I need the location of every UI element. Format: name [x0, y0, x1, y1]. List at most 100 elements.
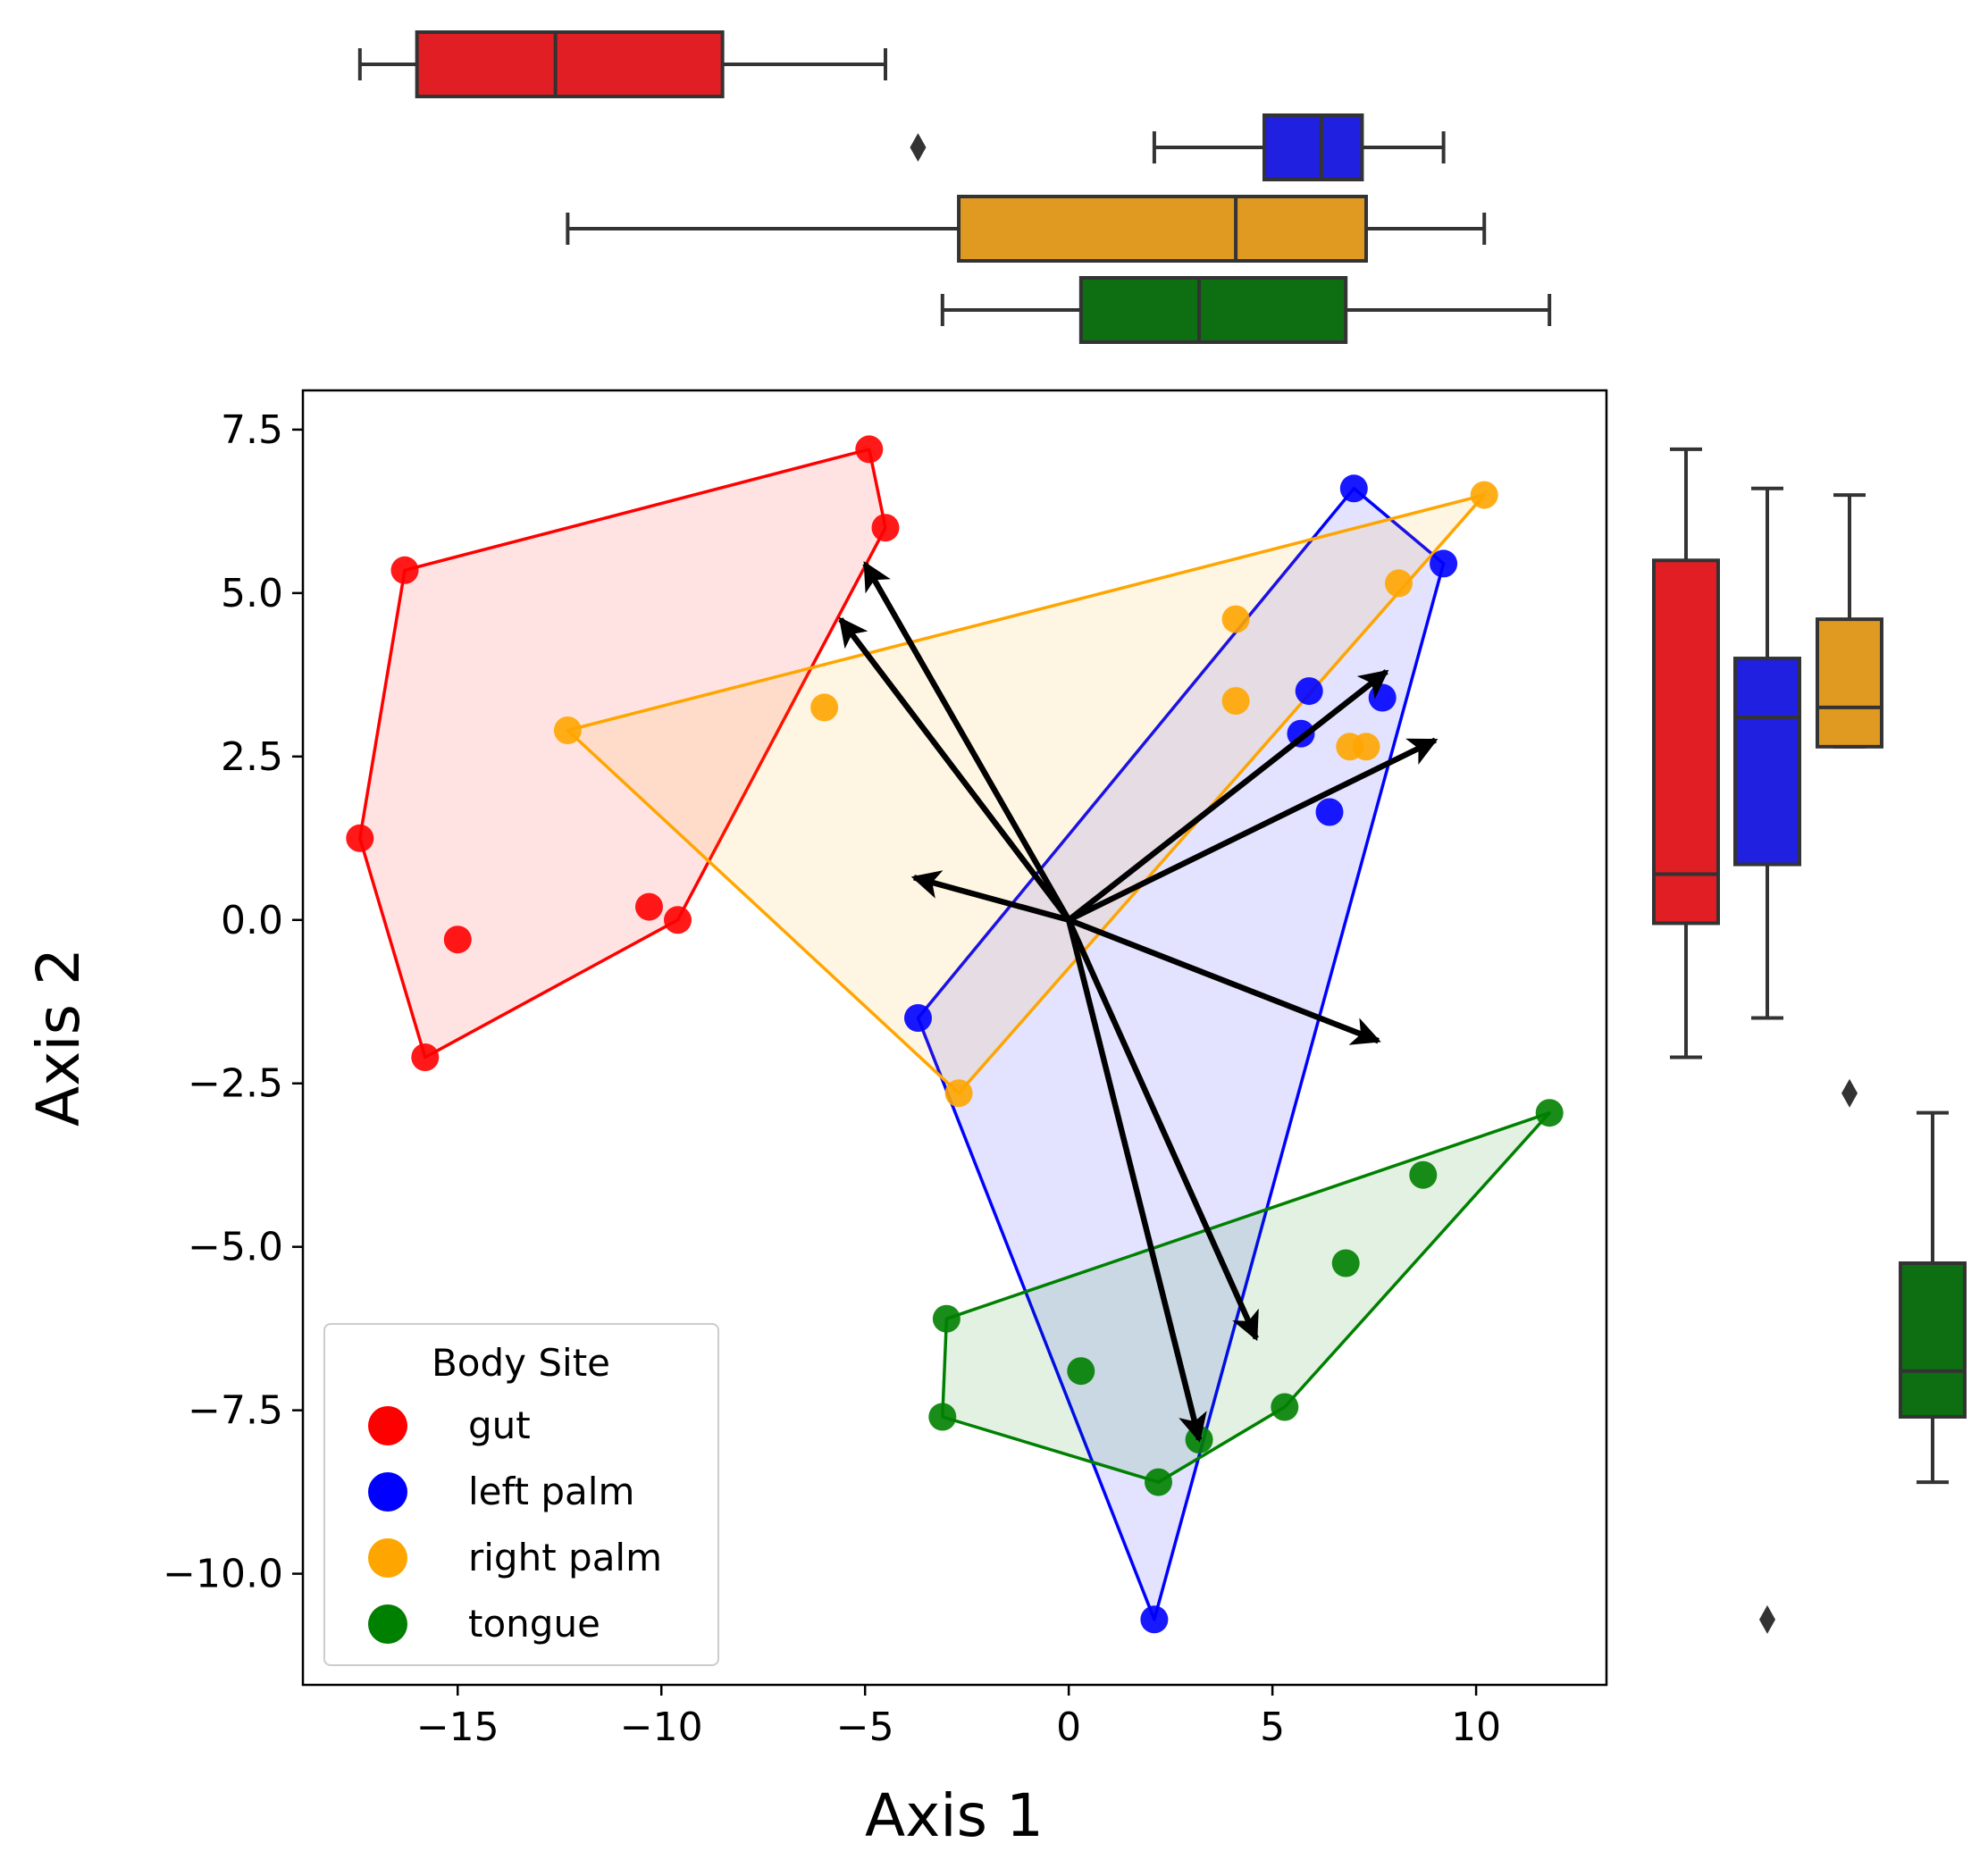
y-axis-title: Axis 2	[24, 948, 93, 1127]
legend-label: right palm	[468, 1536, 662, 1579]
top-outlier-left-palm	[910, 133, 927, 162]
point-tongue	[1271, 1393, 1299, 1421]
x-axis-ticks: −15 −10 −5 0 5 10	[416, 1685, 1501, 1750]
point-tongue	[1331, 1249, 1360, 1277]
hull-right-palm	[566, 493, 1486, 1095]
arrow-3	[910, 870, 1070, 923]
y-axis-ticks: 7.5 5.0 2.5 0.0 −2.5 −5.0 −7.5 −10.0	[163, 407, 303, 1597]
legend-entry-tongue: tongue	[368, 1602, 600, 1646]
right-box-tongue	[1899, 1261, 1967, 1419]
y-tick-label: 7.5	[221, 407, 283, 453]
point-right-palm	[1221, 687, 1250, 716]
point-right-palm	[944, 1079, 973, 1108]
right-box-right-palm	[1816, 617, 1883, 749]
right-outlier-right-palm	[1841, 1078, 1858, 1108]
point-gut	[411, 1043, 440, 1071]
point-right-palm	[810, 693, 839, 722]
top-boxplot-tongue	[940, 276, 1552, 344]
plot-frame	[301, 389, 1608, 1687]
point-gut	[635, 892, 663, 921]
legend-entries: gut left palm right palm tongue	[368, 1403, 662, 1646]
point-tongue	[1535, 1099, 1564, 1127]
y-tick-label: 2.5	[221, 734, 283, 780]
point-right-palm	[1221, 605, 1250, 633]
top-box-gut	[415, 30, 725, 98]
y-tick-label: −7.5	[188, 1388, 283, 1434]
point-tongue	[932, 1304, 960, 1333]
legend-label: gut	[468, 1403, 531, 1447]
arrow-4	[1067, 669, 1389, 923]
legend-entry-left-palm: left palm	[368, 1470, 634, 1513]
legend-marker-tongue	[368, 1604, 407, 1644]
point-gut	[871, 514, 900, 542]
right-box-gut	[1652, 558, 1720, 926]
point-left-palm	[1315, 798, 1344, 826]
point-right-palm	[553, 716, 582, 744]
top-boxplot-right-palm	[566, 195, 1487, 263]
point-gut	[390, 556, 419, 584]
top-marginal-boxplots	[357, 30, 1552, 344]
y-tick-label: −10.0	[163, 1552, 283, 1597]
point-right-palm	[1352, 733, 1380, 761]
legend-entry-right-palm: right palm	[368, 1536, 662, 1579]
point-left-palm	[1295, 677, 1323, 706]
right-boxplot-gut	[1652, 447, 1720, 1060]
top-box-left-palm	[1262, 113, 1364, 181]
point-gut	[346, 824, 374, 852]
right-boxplot-left-palm	[1733, 486, 1801, 1634]
legend-title: Body Site	[432, 1341, 610, 1385]
y-tick-label: 0.0	[221, 898, 283, 943]
x-axis-title: Axis 1	[865, 1781, 1044, 1850]
main-plot: −15 −10 −5 0 5 10 7.5 5.0 2.5 0.0 −2.5 −5.0 −7.5 −10…	[24, 389, 1608, 1850]
y-tick-label: −2.5	[188, 1061, 283, 1107]
point-right-palm	[1470, 481, 1498, 509]
convex-hulls	[358, 448, 1551, 1621]
hull-tongue	[941, 1110, 1551, 1484]
point-tongue	[1067, 1357, 1095, 1386]
x-tick-label: 5	[1260, 1705, 1285, 1750]
top-boxplot-left-palm	[910, 113, 1446, 181]
top-box-right-palm	[957, 195, 1368, 263]
legend-marker-gut	[368, 1406, 407, 1445]
data-points	[346, 435, 1564, 1634]
arrow-7	[1066, 918, 1259, 1342]
point-tongue	[928, 1403, 957, 1431]
point-right-palm	[1385, 569, 1413, 598]
right-boxplot-tongue	[1899, 1110, 1967, 1485]
y-tick-label: 5.0	[221, 571, 283, 616]
top-boxplot-gut	[357, 30, 887, 98]
point-tongue	[1409, 1160, 1438, 1189]
right-marginal-boxplots	[1652, 447, 1967, 1634]
legend-label: tongue	[468, 1602, 600, 1646]
arrow-8	[1066, 918, 1207, 1443]
legend: Body Site gut left palm right palm tongue	[323, 1323, 719, 1666]
arrow-1	[862, 561, 1071, 922]
x-tick-label: 10	[1451, 1705, 1501, 1750]
legend-label: left palm	[468, 1470, 634, 1513]
y-tick-label: −5.0	[188, 1225, 283, 1270]
arrow-6	[1067, 917, 1381, 1045]
point-gut	[664, 906, 692, 934]
point-gut	[855, 435, 884, 464]
point-left-palm	[1140, 1605, 1169, 1634]
legend-marker-left-palm	[368, 1472, 407, 1512]
right-box-left-palm	[1733, 657, 1801, 867]
x-tick-label: −5	[836, 1705, 894, 1750]
arrow-2	[838, 616, 1071, 922]
legend-frame	[323, 1323, 719, 1666]
loading-arrows	[838, 561, 1439, 1443]
arrow-5	[1067, 737, 1439, 923]
point-left-palm	[904, 1004, 932, 1032]
legend-entry-gut: gut	[368, 1403, 531, 1447]
x-tick-label: 0	[1056, 1705, 1081, 1750]
point-tongue	[1145, 1468, 1172, 1496]
point-left-palm	[1430, 549, 1458, 578]
point-gut	[443, 926, 472, 954]
x-tick-label: −15	[416, 1705, 499, 1750]
top-box-tongue	[1078, 276, 1348, 344]
point-left-palm	[1339, 474, 1368, 503]
right-boxplot-right-palm	[1816, 493, 1883, 1108]
x-tick-label: −10	[620, 1705, 703, 1750]
legend-marker-right-palm	[368, 1538, 407, 1578]
